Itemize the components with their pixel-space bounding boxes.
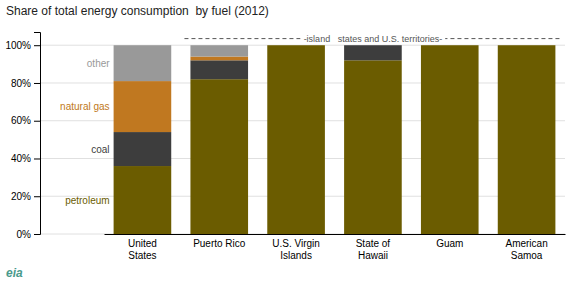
bar [190,45,248,56]
bar [190,79,248,234]
bar [344,45,402,60]
y-tick-mark [34,234,40,235]
bar [344,45,402,46]
x-axis-line [105,234,566,235]
x-tick: Guam [436,238,463,249]
y-tick-mark [34,83,40,84]
y-tick-label: 80% [11,78,31,89]
y-tick-label: 0% [17,229,32,240]
series [114,45,402,166]
annotation-background [301,34,446,44]
y-tick-mark [34,158,40,159]
x-tick: State ofHawaii [356,238,391,261]
bar [190,57,248,61]
bar [421,45,479,234]
y-tick: 100% [5,40,40,51]
bar [267,45,325,46]
bars [114,45,556,234]
plot: 0% 20% 40% 60% 80% 100% UnitedStates Puerto Ric… [5,33,565,261]
bar [114,166,172,234]
chart: 0% 20% 40% 60% 80% 100% UnitedStates Puerto Ric… [0,0,575,282]
y-tick-label: 40% [11,153,31,164]
y-tick-label: 100% [5,40,31,51]
series [114,45,556,234]
y-tick: 0% [17,229,40,240]
grid [40,45,565,234]
x-tick: AmericanSamoa [505,238,547,261]
y-axis: 0% 20% 40% 60% 80% 100% [5,33,40,240]
y-tick-label: 20% [11,191,31,202]
series [114,45,248,81]
bar [344,45,402,46]
title: Share of total energy consumption by fue… [6,4,269,18]
bar [421,45,479,46]
bar [498,45,556,46]
annotation: -island states and U.S. territories- [184,34,561,44]
y-tick: 80% [11,78,40,89]
y-tick: 20% [11,191,40,202]
annotation-text: -island states and U.S. territories- [304,34,443,44]
y-tick-mark [34,196,40,197]
bar [114,132,172,166]
x-tick-label: UnitedStates [128,238,157,261]
y-tick: 60% [11,115,40,126]
bar [344,60,402,234]
logo-text: eia [6,266,23,280]
x-tick-label: U.S. VirginIslands [272,238,320,261]
series-label: coal [91,144,109,155]
y-tick-mark [34,45,40,46]
x-tick-label: Puerto Rico [193,238,246,249]
bar [498,45,556,46]
series-label: other [87,58,110,69]
x-tick-label: Guam [436,238,463,249]
series-label: natural gas [60,101,109,112]
x-tick-label: State ofHawaii [356,238,391,261]
bar [498,45,556,46]
bar [421,45,479,46]
bar [114,81,172,132]
bar [267,45,325,234]
bar [114,45,172,81]
y-axis-line [34,33,41,235]
x-tick: UnitedStates [128,238,157,261]
y-tick-mark [34,121,40,122]
bar [267,45,325,46]
x-tick: Puerto Rico [193,238,246,249]
y-tick: 40% [11,153,40,164]
series-labels: petroleum coal natural gas other [60,58,110,206]
bar [267,45,325,46]
series-label: petroleum [65,195,109,206]
bar [421,45,479,46]
bar [190,60,248,79]
x-axis: UnitedStates Puerto Rico U.S. VirginIsland… [105,235,566,261]
y-tick-label: 60% [11,115,31,126]
bar [498,45,556,234]
x-tick-label: AmericanSamoa [505,238,547,261]
x-tick: U.S. VirginIslands [272,238,320,261]
